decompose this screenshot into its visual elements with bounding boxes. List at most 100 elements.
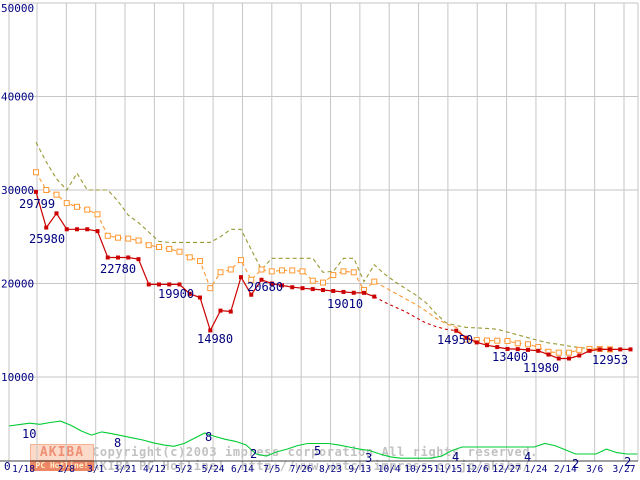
avg-price-marker bbox=[53, 191, 60, 198]
min-price-marker bbox=[577, 353, 582, 358]
min-price-marker bbox=[505, 346, 510, 351]
avg-price-marker bbox=[258, 266, 265, 273]
x-tick-label: 1/24 bbox=[525, 464, 548, 475]
avg-price-marker bbox=[309, 277, 316, 284]
y-tick-label: 30000 bbox=[1, 184, 34, 197]
x-tick-label: 7/26 bbox=[290, 464, 313, 475]
avg-price-marker bbox=[84, 206, 91, 213]
avg-price-marker bbox=[238, 257, 244, 264]
price-point-label: 22780 bbox=[100, 262, 136, 276]
x-tick-label: 6/14 bbox=[231, 464, 254, 475]
avg-price-marker bbox=[125, 235, 132, 242]
min-price-marker bbox=[228, 309, 233, 314]
avg-price-marker bbox=[340, 268, 347, 275]
min-price-marker bbox=[34, 189, 38, 194]
series-shop-count bbox=[8, 420, 638, 459]
min-price-marker bbox=[546, 352, 551, 357]
min-price-marker bbox=[485, 343, 489, 348]
avg-price-marker bbox=[145, 242, 152, 249]
min-price-marker bbox=[587, 348, 592, 353]
shop-count-label: 2 bbox=[572, 457, 579, 471]
avg-price-marker bbox=[186, 254, 193, 261]
avg-price-marker bbox=[94, 211, 101, 218]
min-price-marker bbox=[290, 285, 295, 290]
min-price-marker bbox=[208, 328, 213, 333]
shop-count-label: 5 bbox=[314, 444, 321, 458]
min-price-marker bbox=[474, 340, 479, 345]
min-price-marker bbox=[310, 287, 315, 292]
series-min-price bbox=[35, 191, 375, 332]
min-price-marker bbox=[280, 283, 284, 288]
y-tick-label: 0 bbox=[4, 460, 11, 473]
x-tick-label: 3/21 bbox=[114, 464, 137, 475]
copyright-watermark: Copyright(c)2003 impress corporation All… bbox=[92, 445, 539, 459]
avg-price-marker bbox=[248, 276, 255, 283]
price-point-label: 13400 bbox=[492, 350, 528, 364]
avg-price-marker bbox=[299, 268, 306, 275]
avg-price-marker bbox=[320, 279, 326, 286]
min-price-marker bbox=[198, 295, 202, 300]
x-tick-label: 2/14 bbox=[554, 464, 577, 475]
min-price-marker bbox=[64, 227, 69, 232]
min-price-marker bbox=[269, 281, 274, 286]
min-price-marker bbox=[608, 347, 612, 352]
min-price-marker bbox=[105, 255, 110, 260]
avg-price-marker bbox=[371, 278, 378, 285]
min-price-marker bbox=[567, 356, 571, 361]
min-price-marker bbox=[372, 294, 377, 299]
akiba-logo-text: AKIBA bbox=[30, 444, 94, 460]
avg-price-marker bbox=[279, 267, 285, 274]
min-price-marker bbox=[536, 348, 541, 353]
min-price-marker bbox=[321, 288, 325, 293]
avg-price-marker bbox=[115, 234, 121, 241]
min-price-marker bbox=[239, 275, 243, 280]
price-point-label: 11980 bbox=[523, 361, 559, 375]
shop-count-label: 4 bbox=[452, 450, 459, 464]
min-price-marker bbox=[187, 291, 192, 296]
avg-price-marker bbox=[330, 272, 337, 279]
min-price-marker bbox=[597, 347, 602, 352]
min-price-marker bbox=[177, 282, 182, 287]
price-point-label: 20680 bbox=[247, 280, 283, 294]
avg-price-marker bbox=[63, 200, 70, 207]
avg-price-marker bbox=[207, 285, 214, 292]
min-price-marker bbox=[515, 347, 520, 352]
avg-price-marker bbox=[33, 169, 39, 176]
x-tick-label: 5/2 bbox=[175, 464, 192, 475]
avg-price-marker bbox=[217, 269, 224, 276]
avg-price-marker bbox=[484, 337, 490, 344]
series-min-price-nodata bbox=[374, 296, 457, 332]
min-price-marker bbox=[351, 290, 356, 295]
avg-price-marker bbox=[289, 267, 296, 274]
min-price-marker bbox=[95, 229, 100, 234]
avg-price-marker bbox=[156, 244, 162, 251]
avg-price-marker bbox=[555, 349, 562, 356]
avg-price-marker bbox=[494, 337, 501, 344]
x-tick-label: 8/23 bbox=[319, 464, 342, 475]
x-tick-label: 1/18 bbox=[12, 464, 35, 475]
x-tick-label: 12/27 bbox=[492, 464, 521, 475]
shop-count-label: 8 bbox=[205, 430, 212, 444]
x-tick-label: 10/25 bbox=[404, 464, 433, 475]
y-tick-label: 10000 bbox=[1, 371, 34, 384]
min-price-marker bbox=[300, 286, 305, 291]
min-price-marker bbox=[249, 292, 254, 297]
min-price-marker bbox=[526, 347, 530, 352]
avg-price-marker bbox=[576, 346, 583, 353]
min-price-marker bbox=[259, 277, 264, 282]
avg-price-marker bbox=[74, 203, 80, 210]
avg-price-marker bbox=[504, 338, 511, 345]
min-price-marker bbox=[54, 211, 59, 216]
x-tick-label: 10/4 bbox=[378, 464, 401, 475]
price-point-label: 14950 bbox=[437, 333, 473, 347]
avg-price-marker bbox=[176, 248, 183, 255]
y-tick-label: 20000 bbox=[1, 278, 34, 291]
price-point-label: 14980 bbox=[197, 332, 233, 346]
min-price-marker bbox=[146, 282, 151, 287]
min-price-marker bbox=[85, 227, 90, 232]
avg-price-marker bbox=[268, 268, 275, 275]
min-price-marker bbox=[167, 282, 172, 287]
shop-count-label: 2 bbox=[624, 455, 631, 469]
avg-price-marker bbox=[350, 269, 357, 276]
